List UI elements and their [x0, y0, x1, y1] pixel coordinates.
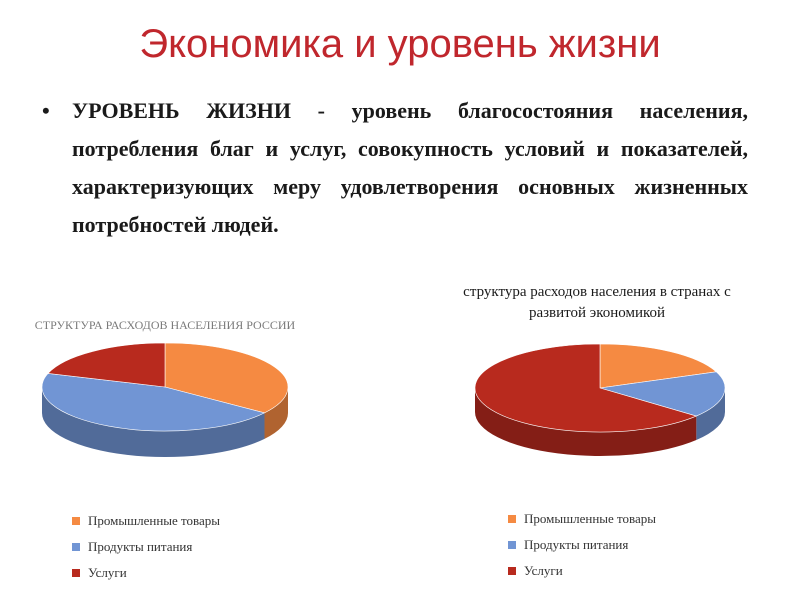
- developed-legend-swatch-industrial: [508, 515, 516, 523]
- russia-chart-title: СТРУКТУРА РАСХОДОВ НАСЕЛЕНИЯ РОССИИ: [34, 318, 296, 332]
- slide-title: Экономика и уровень жизни: [139, 22, 661, 66]
- russia-legend-label-food: Продукты питания: [88, 539, 193, 554]
- russia-legend-item-industrial: Промышленные товары: [72, 508, 220, 534]
- russia-slice-industrial: [164, 342, 289, 414]
- developed-pie-chart: [474, 343, 726, 456]
- developed-legend-label-food: Продукты питания: [524, 537, 629, 552]
- russia-legend-swatch-services: [72, 569, 80, 577]
- russia-legend-swatch-industrial: [72, 517, 80, 525]
- developed-side-food: [696, 388, 725, 441]
- developed-legend-label-industrial: Промышленные товары: [524, 511, 657, 526]
- developed-side-services: [475, 388, 697, 456]
- russia-side-food: [42, 387, 265, 457]
- russia-slice-food: [41, 373, 266, 432]
- developed-slice-industrial: [599, 343, 717, 389]
- russia-side-industrial: [264, 387, 288, 439]
- russia-legend-item-services: Услуги: [72, 560, 220, 586]
- developed-legend-item-services: Услуги: [508, 558, 656, 584]
- russia-legend-item-food: Продукты питания: [72, 534, 220, 560]
- developed-legend: Промышленные товары Продукты питания Услуг…: [508, 506, 656, 584]
- russia-legend-swatch-food: [72, 543, 80, 551]
- russia-legend-label-services: Услуги: [88, 565, 127, 580]
- developed-legend-label-services: Услуги: [524, 563, 563, 578]
- bullet-dot-icon: •: [42, 98, 50, 123]
- developed-chart-title: структура расходов населения в странах с…: [463, 284, 731, 321]
- developed-slice-food: [599, 371, 726, 417]
- definition-bullet: • УРОВЕНЬ ЖИЗНИ - уровень благосостояния…: [42, 92, 748, 244]
- russia-legend: Промышленные товары Продукты питания Услуг…: [72, 508, 220, 586]
- developed-legend-swatch-services: [508, 567, 516, 575]
- developed-slice-services: [474, 343, 698, 433]
- russia-slice-services: [47, 342, 166, 388]
- russia-legend-label-industrial: Промышленные товары: [88, 513, 221, 528]
- developed-legend-item-food: Продукты питания: [508, 532, 656, 558]
- developed-legend-item-industrial: Промышленные товары: [508, 506, 656, 532]
- russia-pie-chart: [41, 342, 289, 457]
- developed-legend-swatch-food: [508, 541, 516, 549]
- definition-text: УРОВЕНЬ ЖИЗНИ - уровень благосостояния н…: [72, 98, 748, 237]
